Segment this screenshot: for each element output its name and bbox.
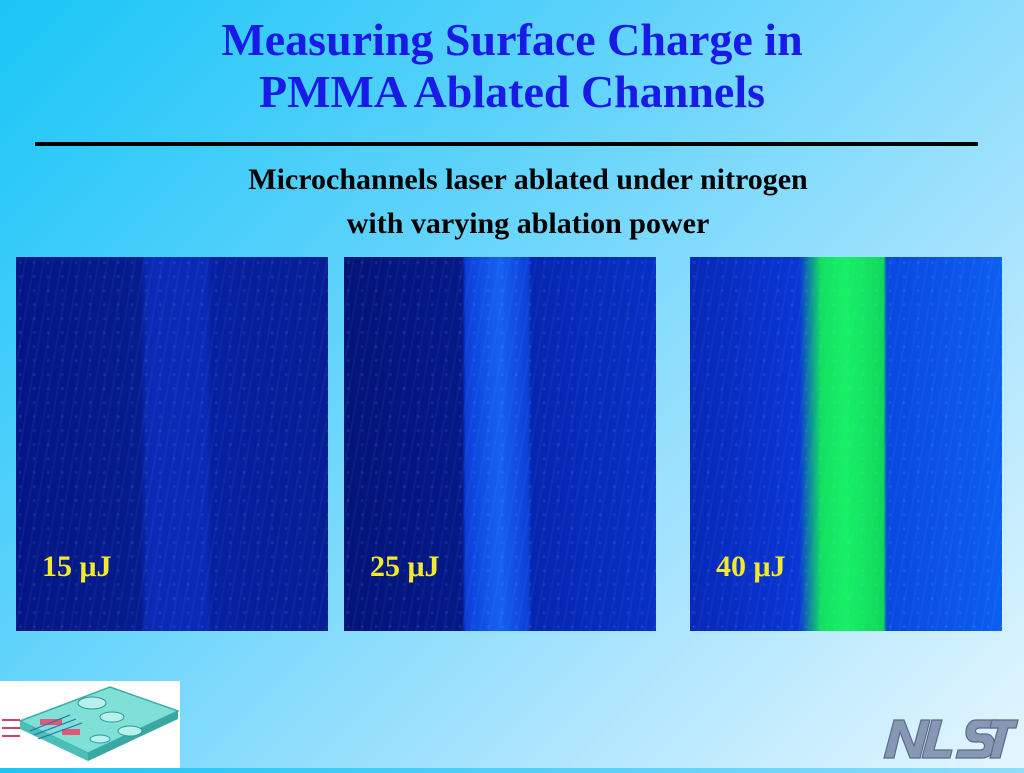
subtitle-line-2: with varying ablation power (346, 207, 710, 240)
panel-label-15uj: 15 μJ (42, 550, 112, 583)
micrograph-texture (344, 257, 656, 631)
micrograph-40uj: 40 μJ (690, 257, 1002, 631)
slide-subtitle: Microchannels laser ablated under nitrog… (0, 158, 1024, 246)
micrograph-25uj: 25 μJ (344, 257, 656, 631)
nist-logo-icon (883, 719, 1019, 759)
nist-logo (880, 712, 1020, 768)
micrograph-texture (690, 257, 1002, 631)
slide-title: Measuring Surface Charge in PMMA Ablated… (0, 14, 1024, 118)
panel-label-40uj: 40 μJ (716, 550, 786, 583)
chip-diagram-icon (2, 686, 180, 761)
panel-label-25uj: 25 μJ (370, 550, 440, 583)
title-line-1: Measuring Surface Charge in (221, 14, 803, 65)
title-divider (35, 142, 978, 146)
title-line-2: PMMA Ablated Channels (258, 66, 766, 117)
micrograph-15uj: 15 μJ (16, 257, 328, 631)
microfluidic-chip-diagram (0, 681, 180, 768)
subtitle-line-1: Microchannels laser ablated under nitrog… (248, 163, 808, 196)
micrograph-texture (16, 257, 328, 631)
